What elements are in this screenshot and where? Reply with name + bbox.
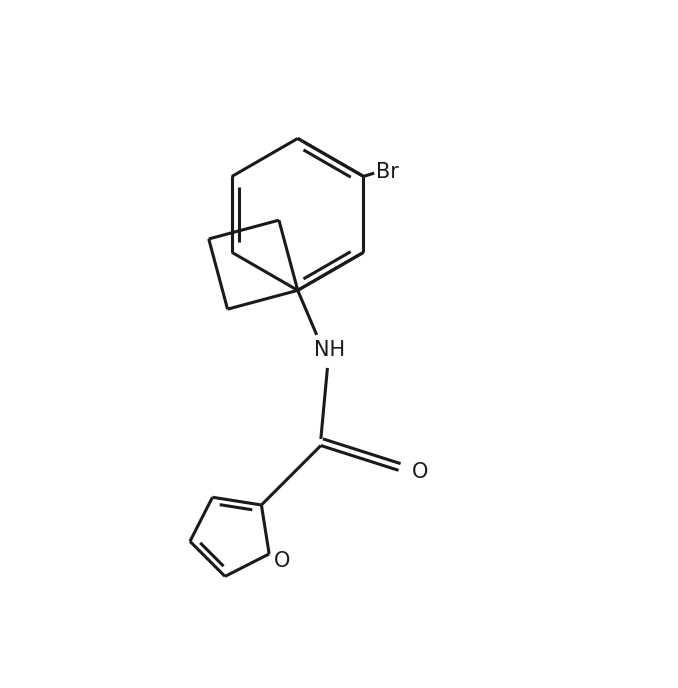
Text: NH: NH — [313, 340, 344, 360]
Text: O: O — [412, 462, 428, 482]
Text: Br: Br — [376, 162, 399, 182]
Text: O: O — [274, 550, 291, 570]
